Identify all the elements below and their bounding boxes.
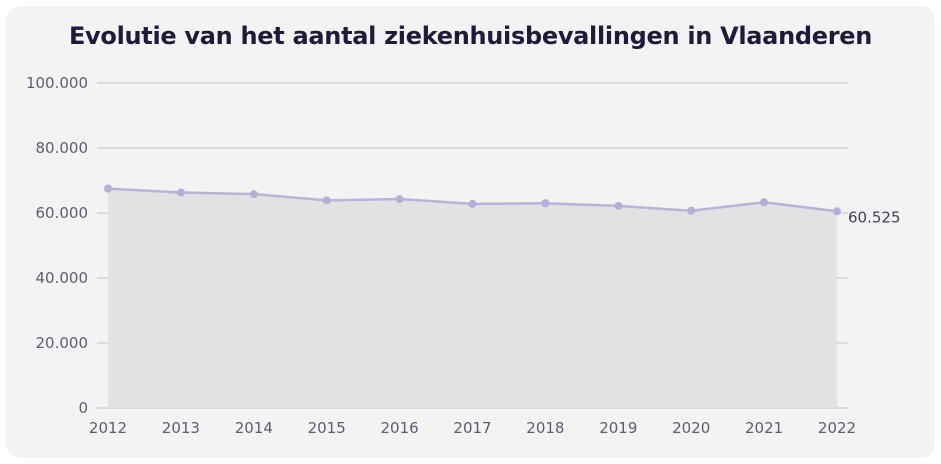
x-tick-label: 2016 [381, 419, 419, 437]
y-tick-label: 0 [78, 399, 88, 417]
data-point [760, 198, 769, 207]
x-tick-label: 2015 [308, 419, 346, 437]
data-point [395, 195, 404, 204]
chart-title: Evolutie van het aantal ziekenhuisbevall… [68, 22, 873, 50]
last-value-label: 60.525 [848, 208, 901, 226]
y-tick-label: 80.000 [36, 139, 89, 157]
y-tick-label: 20.000 [36, 334, 89, 352]
data-points [104, 184, 841, 216]
y-tick-label: 40.000 [36, 269, 89, 287]
x-tick-label: 2014 [235, 419, 273, 437]
x-tick-label: 2022 [818, 419, 856, 437]
y-tick-label: 60.000 [36, 204, 89, 222]
y-axis-tick-labels: 0 20.000 40.000 60.000 80.000 100.000 [26, 74, 88, 417]
data-point [687, 206, 696, 215]
x-axis-tick-labels: 2012 2013 2014 2015 2016 2017 2018 2019 2020 2021… [89, 419, 856, 437]
area-fill [108, 188, 837, 408]
x-tick-label: 2013 [162, 419, 200, 437]
data-point [322, 196, 331, 205]
x-tick-label: 2019 [599, 419, 637, 437]
x-tick-label: 2018 [526, 419, 564, 437]
area-shape [108, 188, 837, 408]
y-tick-label: 100.000 [26, 74, 88, 92]
x-tick-label: 2020 [672, 419, 710, 437]
data-point [614, 201, 623, 210]
data-point [104, 184, 112, 193]
data-point [833, 207, 841, 216]
x-tick-label: 2021 [745, 419, 783, 437]
data-point [176, 188, 185, 197]
x-tick-label: 2017 [453, 419, 491, 437]
data-point [541, 199, 550, 208]
x-tick-label: 2012 [89, 419, 127, 437]
data-point [249, 190, 258, 199]
data-point [468, 199, 477, 208]
